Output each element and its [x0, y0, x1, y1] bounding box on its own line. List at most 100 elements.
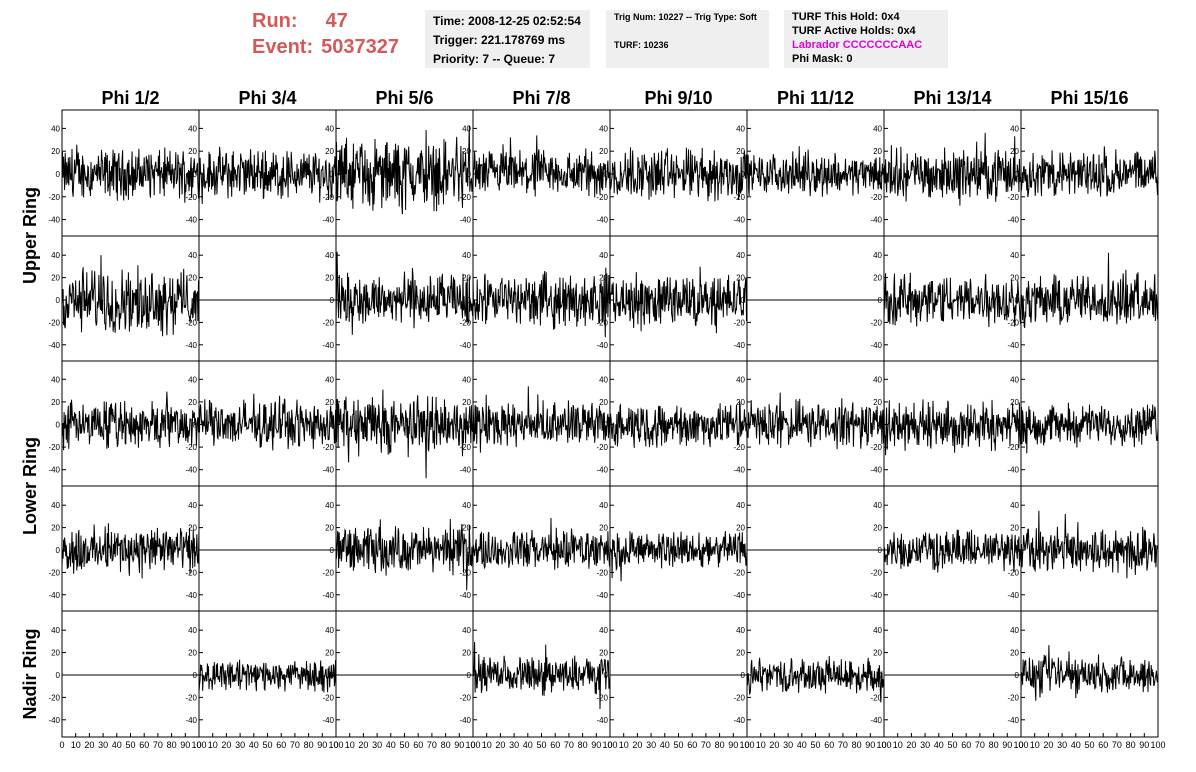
- waveform-trace: [61, 523, 200, 579]
- y-tick-label: 20: [462, 147, 471, 156]
- x-tick-label: 50: [1084, 740, 1094, 750]
- x-tick-label: 100: [465, 740, 480, 750]
- x-tick-label: 70: [564, 740, 574, 750]
- waveform-panel: 40 20 0 -20 -40: [870, 360, 1022, 487]
- y-tick-label: -40: [870, 341, 882, 350]
- x-tick-label: 80: [578, 740, 588, 750]
- waveform-panel: 40 20 0 -20 -40: [870, 610, 1022, 738]
- x-tick-label: 40: [934, 740, 944, 750]
- x-tick-label: 100: [739, 740, 754, 750]
- x-tick-label: 40: [797, 740, 807, 750]
- y-tick-label: 20: [1010, 524, 1019, 533]
- y-tick-label: 20: [462, 649, 471, 658]
- y-tick-label: -20: [185, 443, 197, 452]
- y-tick-label: 40: [51, 626, 60, 635]
- panel-frame: [883, 610, 1022, 738]
- x-tick-label: 50: [810, 740, 820, 750]
- y-tick-label: 0: [56, 671, 61, 680]
- run-label: Run:: [252, 10, 298, 32]
- x-tick-label: 90: [454, 740, 464, 750]
- x-tick-label: 10: [756, 740, 766, 750]
- y-tick-label: 20: [736, 147, 745, 156]
- y-tick-label: 40: [736, 375, 745, 384]
- x-tick-label: 100: [1150, 740, 1165, 750]
- y-tick-label: 0: [1015, 296, 1020, 305]
- waveform-panel: 40 20 0 -20 -40: [322, 360, 474, 487]
- y-tick-label: 0: [604, 421, 609, 430]
- y-tick-label: 0: [741, 421, 746, 430]
- y-tick-label: -40: [733, 591, 745, 600]
- waveform-panel: 40 20 0 -20 -40: [733, 109, 885, 237]
- y-tick-label: -20: [185, 193, 197, 202]
- x-tick-label: 70: [290, 740, 300, 750]
- y-tick-label: 20: [736, 274, 745, 283]
- y-tick-label: 20: [873, 398, 882, 407]
- y-tick-label: -20: [48, 443, 60, 452]
- y-tick-label: 40: [1010, 501, 1019, 510]
- x-tick-label: 60: [139, 740, 149, 750]
- y-tick-label: 20: [325, 649, 334, 658]
- run-value: 47: [325, 10, 348, 32]
- x-tick-label: 0: [470, 740, 475, 750]
- y-tick-label: 0: [193, 546, 198, 555]
- y-tick-label: -40: [596, 216, 608, 225]
- y-tick-label: 20: [51, 147, 60, 156]
- y-tick-label: -20: [1007, 568, 1019, 577]
- y-tick-label: 0: [467, 170, 472, 179]
- waveform-panel: 40 20 0 -20 -40: [185, 109, 337, 237]
- x-tick-label: 0: [744, 740, 749, 750]
- column-header: Phi 13/14: [913, 88, 991, 108]
- y-tick-label: -20: [48, 693, 60, 702]
- y-tick-label: -20: [459, 193, 471, 202]
- y-tick-label: -40: [733, 216, 745, 225]
- y-tick-label: 0: [330, 671, 335, 680]
- turf-this-hold-text: TURF This Hold: 0x4: [792, 11, 900, 23]
- y-tick-label: -20: [733, 443, 745, 452]
- waveform-trace: [883, 132, 1022, 206]
- y-tick-label: -20: [870, 318, 882, 327]
- y-tick-label: 40: [325, 375, 334, 384]
- y-tick-label: -40: [870, 591, 882, 600]
- y-tick-label: 40: [599, 501, 608, 510]
- x-tick-label: 80: [715, 740, 725, 750]
- trigger-text: Trigger: 221.178769 ms: [433, 33, 566, 47]
- x-tick-label: 20: [906, 740, 916, 750]
- y-tick-label: 20: [325, 398, 334, 407]
- waveform-panel: 40 20 0 -20 -40: [733, 235, 885, 362]
- x-tick-label: 50: [947, 740, 957, 750]
- y-tick-label: 20: [325, 524, 334, 533]
- y-tick-label: -20: [322, 443, 334, 452]
- y-tick-label: 0: [1015, 170, 1020, 179]
- y-tick-label: 0: [193, 671, 198, 680]
- y-tick-label: 20: [325, 147, 334, 156]
- waveform-trace: [198, 146, 337, 205]
- x-tick-label: 50: [673, 740, 683, 750]
- x-tick-label: 10: [482, 740, 492, 750]
- x-tick-label: 30: [646, 740, 656, 750]
- waveform-panel: 40 20 0 -20 -40: [322, 610, 474, 738]
- x-tick-label: 80: [1126, 740, 1136, 750]
- y-tick-label: 40: [51, 251, 60, 260]
- y-tick-label: 20: [599, 649, 608, 658]
- y-tick-label: 0: [878, 546, 883, 555]
- phi-mask-text: Phi Mask: 0: [792, 53, 853, 65]
- x-tick-label: 10: [893, 740, 903, 750]
- y-tick-label: 40: [462, 375, 471, 384]
- y-tick-label: 40: [736, 124, 745, 133]
- y-tick-label: 0: [467, 546, 472, 555]
- y-tick-label: -20: [322, 693, 334, 702]
- x-tick-label: 0: [607, 740, 612, 750]
- y-tick-label: -40: [1007, 466, 1019, 475]
- y-tick-label: -20: [870, 693, 882, 702]
- turf-num-text: TURF: 10236: [614, 40, 669, 50]
- y-tick-label: 40: [873, 626, 882, 635]
- y-tick-label: 0: [741, 671, 746, 680]
- column-header: Phi 11/12: [777, 88, 854, 108]
- y-tick-label: 20: [599, 398, 608, 407]
- y-tick-label: -40: [733, 466, 745, 475]
- y-tick-label: 0: [741, 546, 746, 555]
- ring-label: Nadir Ring: [20, 628, 40, 719]
- trig-num-text: Trig Num: 10227 -- Trig Type: Soft: [614, 12, 757, 22]
- y-tick-label: -20: [733, 318, 745, 327]
- waveform-panel: 40 20 0 -20 -40: [48, 360, 200, 487]
